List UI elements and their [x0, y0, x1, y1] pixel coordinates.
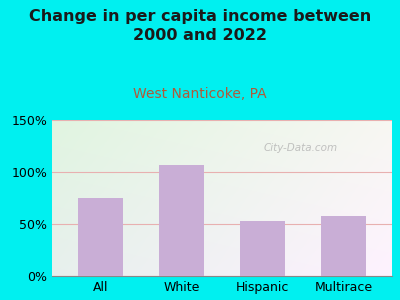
Bar [78, 198, 123, 276]
Bar [159, 165, 204, 276]
Text: Change in per capita income between
2000 and 2022: Change in per capita income between 2000… [29, 9, 371, 43]
Bar [240, 221, 285, 276]
Bar [321, 216, 366, 276]
Text: West Nanticoke, PA: West Nanticoke, PA [133, 87, 267, 101]
Text: City-Data.com: City-Data.com [263, 143, 337, 153]
